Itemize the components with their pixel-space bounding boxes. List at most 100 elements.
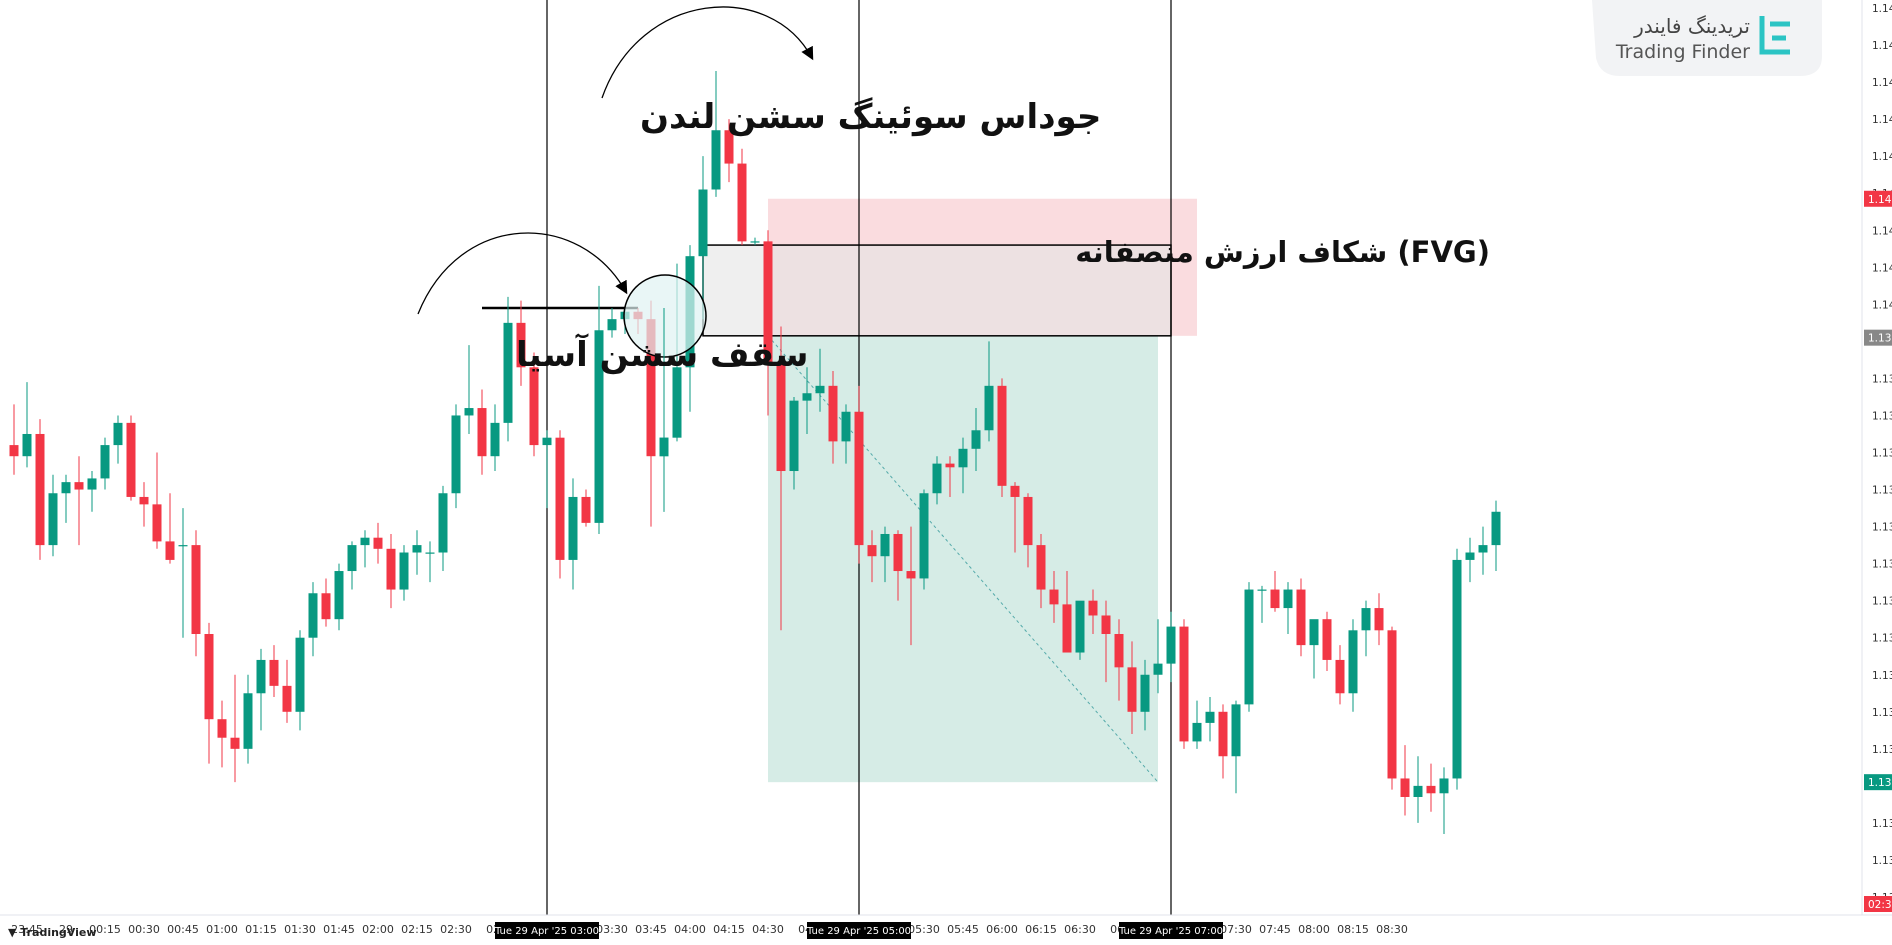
candle — [204, 622, 214, 764]
candle — [178, 508, 188, 638]
candle-body — [204, 634, 214, 720]
candle — [451, 404, 461, 509]
candle — [815, 348, 825, 412]
candle — [152, 452, 162, 549]
candle-body — [490, 422, 500, 457]
candle — [854, 385, 864, 564]
candle-body — [1478, 545, 1488, 553]
price-tick-label: 1.13920 — [1872, 448, 1892, 460]
candle — [1387, 626, 1397, 790]
candle — [594, 285, 604, 534]
time-tick-label: 04:30 — [752, 923, 784, 936]
time-tick-label: 06:15 — [1025, 923, 1057, 936]
candle-body — [763, 241, 773, 364]
session-time-badge-text: Tue 29 Apr '25 05:00 — [806, 926, 911, 937]
candle — [971, 408, 981, 472]
candle — [100, 437, 110, 490]
candle-body — [607, 319, 617, 331]
candle — [789, 396, 799, 490]
candle-body — [1192, 722, 1202, 742]
overlay-layer — [417, 6, 814, 512]
time-tick-label: 07:45 — [1259, 923, 1291, 936]
price-label: 02:31 — [1864, 896, 1892, 912]
candle-body — [438, 493, 448, 553]
candle-body — [568, 496, 578, 560]
time-tick-label: 02:00 — [362, 923, 394, 936]
candle-body — [1439, 778, 1449, 794]
candle-body — [334, 571, 344, 620]
candle-body — [152, 504, 162, 542]
candle-body — [880, 533, 890, 557]
candle — [191, 530, 201, 657]
candle-body — [1218, 711, 1228, 757]
candle-body — [1062, 604, 1072, 653]
time-tick-label: 23:45 — [11, 923, 43, 936]
candle-body — [217, 719, 227, 738]
candle — [1010, 482, 1020, 553]
time-axis[interactable]: 23:45 29 00:15 00:30 00:45 01:00 01:15 01:30 01:… — [11, 922, 1408, 939]
candle — [893, 530, 903, 601]
candle — [1348, 619, 1358, 712]
price-label: 1.14057 — [1864, 190, 1892, 207]
candle — [1023, 493, 1033, 568]
candle-body — [386, 548, 396, 590]
candle-body — [1257, 589, 1267, 591]
candle-body — [594, 330, 604, 523]
tradingview-logo-icon: ▼ — [8, 926, 17, 939]
candle-body — [22, 433, 32, 457]
candle — [1179, 619, 1189, 749]
candle — [1036, 533, 1046, 609]
candle-body — [191, 545, 201, 635]
candle — [1361, 600, 1371, 657]
candle-body — [776, 363, 786, 472]
candle — [1231, 700, 1241, 794]
candle-body — [1426, 785, 1436, 794]
candle — [698, 156, 708, 320]
candle-body — [35, 433, 45, 546]
annotation-fvg: شکاف ارزش منصفانه (FVG) — [1075, 235, 1490, 269]
candle — [763, 230, 773, 416]
candle — [373, 522, 383, 564]
candle — [1244, 582, 1254, 712]
candle — [1439, 767, 1449, 835]
candle-body — [555, 437, 565, 560]
candle-body — [828, 385, 838, 442]
candle — [607, 308, 617, 338]
candle-body — [932, 463, 942, 494]
candle-body — [1049, 589, 1059, 605]
price-tick-label: 1.14140 — [1872, 40, 1892, 52]
candle-body — [958, 448, 968, 468]
candle — [1491, 500, 1501, 572]
candle-body — [1374, 608, 1384, 631]
candle-body — [1309, 619, 1319, 646]
candle-body — [412, 545, 422, 553]
candle-body — [919, 493, 929, 579]
candle-body — [1413, 785, 1423, 797]
candle-body — [945, 463, 955, 468]
sweep-circle — [623, 274, 707, 358]
candle-body — [1166, 626, 1176, 664]
candle-body — [1361, 608, 1371, 631]
candle — [165, 493, 175, 564]
price-tick-label: 1.13800 — [1872, 670, 1892, 682]
price-axis[interactable]: 1.14160 1.14140 1.14120 1.14100 1.14080 1.140… — [1864, 3, 1892, 912]
candle-body — [178, 545, 188, 547]
candle — [724, 119, 734, 183]
time-tick-label: 00:30 — [128, 923, 160, 936]
price-label-bg — [1864, 774, 1892, 791]
candle-body — [1153, 663, 1163, 675]
candle — [711, 70, 721, 197]
annotation-london-sweep: جوداس سوئینگ سشن لندن — [640, 97, 1101, 137]
time-tick-label: 04:15 — [713, 923, 745, 936]
price-tick-label: 1.13760 — [1872, 744, 1892, 756]
candle — [1192, 700, 1202, 749]
price-label-bg — [1864, 896, 1892, 912]
candle — [464, 345, 474, 434]
candle — [659, 308, 669, 512]
tradingview-brand: ▼ TradingView — [8, 926, 97, 939]
candle-body — [724, 130, 734, 164]
candle-body — [1491, 511, 1501, 546]
session-time-badge: Tue 29 Apr '25 03:00 — [494, 922, 599, 939]
time-tick-label: 29 — [59, 923, 73, 936]
